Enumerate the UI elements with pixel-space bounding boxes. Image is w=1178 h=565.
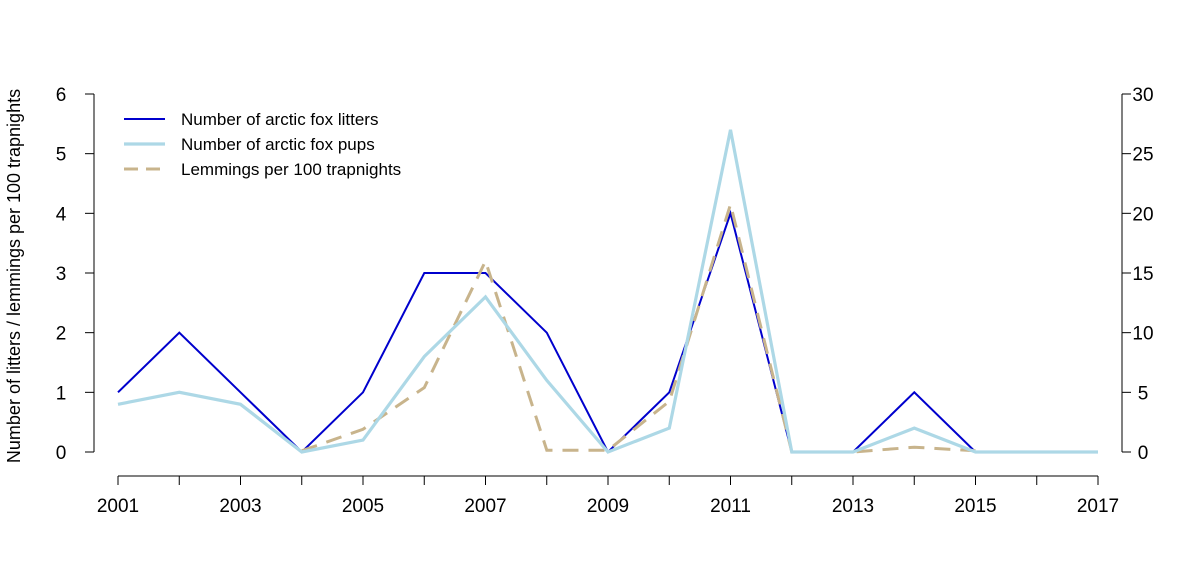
x-tick-label: 2011 [710, 496, 751, 517]
y-left-tick-label: 1 [56, 383, 67, 404]
y-left-tick-label: 6 [56, 85, 67, 106]
series-lines [117, 129, 1098, 454]
x-tick-label: 2017 [1077, 496, 1119, 517]
axes: 2001 2003 2005 2007 2009 2011 2013 2015 20170123… [56, 85, 1154, 517]
y-right-tick-label: 15 [1132, 264, 1153, 285]
y-axis-title: Number of litters / lemmings per 100 tra… [4, 89, 24, 463]
series-line-0 [117, 209, 1098, 454]
y-right-tick-label: 20 [1132, 204, 1153, 225]
x-tick-label: 2013 [832, 496, 874, 517]
legend-label: Number of arctic fox pups [181, 135, 375, 154]
x-tick-label: 2015 [954, 496, 996, 517]
x-tick-label: 2009 [587, 496, 629, 517]
y-right-tick-label: 25 [1132, 145, 1153, 166]
y-left-tick-label: 5 [56, 145, 67, 166]
y-right-tick-label: 5 [1138, 383, 1149, 404]
x-tick-label: 2005 [342, 496, 384, 517]
x-tick-label: 2001 [97, 496, 139, 517]
y-right-tick-label: 30 [1132, 85, 1153, 106]
series-line-1 [117, 129, 1098, 454]
y-left-tick-label: 3 [56, 264, 67, 285]
legend: Number of arctic fox litters Number of ar… [124, 110, 401, 179]
x-tick-label: 2007 [464, 496, 506, 517]
y-right-tick-label: 10 [1132, 324, 1153, 345]
series-line-2 [301, 198, 976, 454]
y-left-tick-label: 2 [56, 324, 67, 345]
y-left-tick-label: 0 [56, 443, 67, 464]
y-left-tick-label: 4 [56, 204, 67, 225]
x-tick-label: 2003 [219, 496, 261, 517]
y-right-tick-label: 0 [1138, 443, 1149, 464]
legend-label: Number of arctic fox litters [181, 110, 378, 129]
legend-label: Lemmings per 100 trapnights [181, 160, 401, 179]
